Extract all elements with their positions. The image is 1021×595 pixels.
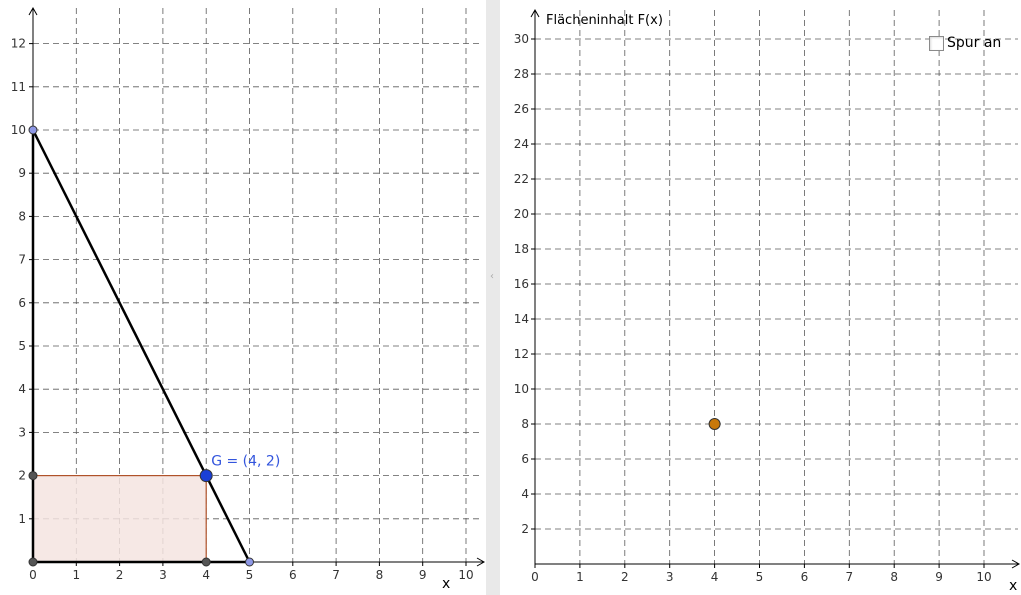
- x-tick-label: 0: [531, 570, 539, 584]
- y-tick-label: 24: [514, 137, 529, 151]
- x-tick-label: 8: [890, 570, 898, 584]
- grid-lines: [33, 8, 480, 562]
- y-axis-arrow-icon: [28, 6, 38, 16]
- y-tick-label: 30: [514, 32, 529, 46]
- y-tick-label: 14: [514, 312, 529, 326]
- graphics-view-1[interactable]: 0 1 2 3 4 5 6 7 8 9 10 1 2 3 4 5 6 7 8 9 10 11 12 x G = (4, 2): [0, 0, 486, 595]
- y-axis-arrow-icon: [530, 8, 540, 18]
- y-tick-label: 11: [11, 80, 26, 94]
- y-tick-label: 5: [18, 339, 26, 353]
- projection-point-y: [28, 471, 38, 481]
- x-tick-label: 5: [756, 570, 764, 584]
- trace-label: Spur an: [947, 35, 1002, 51]
- x-axis-arrow-icon: [476, 557, 486, 567]
- y-tick-label: 10: [11, 123, 26, 137]
- trace-checkbox[interactable]: [929, 35, 944, 51]
- x-tick-label: 2: [621, 570, 629, 584]
- x-tick-label: 5: [246, 568, 254, 582]
- point-g[interactable]: [199, 469, 213, 483]
- x-axis-label: x: [1009, 578, 1017, 594]
- hypotenuse-segment: [31, 129, 251, 563]
- x-tick-label: 9: [419, 568, 427, 582]
- coordinate-plane-right[interactable]: 0 1 2 3 4 5 6 7 8 9 1024681012141618202224262830Fl…: [500, 0, 1021, 595]
- y-tick-label: 18: [514, 242, 529, 256]
- grid-lines: [535, 10, 1018, 564]
- y-tick-label: 2: [521, 522, 529, 536]
- projection-point-x: [201, 557, 211, 567]
- x-tick-label: 7: [845, 570, 853, 584]
- y-tick-label: 28: [514, 67, 529, 81]
- x-tick-label: 6: [289, 568, 297, 582]
- x-tick-label: 7: [332, 568, 340, 582]
- x-tick-label: 8: [376, 568, 384, 582]
- x-tick-label: 6: [801, 570, 809, 584]
- y-tick-label: 12: [11, 37, 26, 51]
- x-tick-label: 0: [29, 568, 37, 582]
- y-tick-label: 12: [514, 347, 529, 361]
- x-tick-label: 4: [202, 568, 210, 582]
- x-tick-label: 10: [458, 568, 473, 582]
- y-axis-label: Flächeninhalt F(x): [546, 13, 663, 28]
- x-tick-label: 1: [72, 568, 80, 582]
- view-splitter[interactable]: ‹: [486, 0, 500, 595]
- x-tick-label: 9: [935, 570, 943, 584]
- x-tick-label: 1: [576, 570, 584, 584]
- y-tick-label: 22: [514, 172, 529, 186]
- x-tick-label: 3: [159, 568, 167, 582]
- vertex-point-top[interactable]: [28, 125, 38, 135]
- y-tick-label: 8: [18, 209, 26, 223]
- y-tick-label: 20: [514, 207, 529, 221]
- x-tick-label: 3: [666, 570, 674, 584]
- y-tick-label: 3: [18, 425, 26, 439]
- vertex-point-right[interactable]: [245, 557, 254, 567]
- x-tick-labels: 0 1 2 3 4 5 6 7 8 9 10: [531, 564, 992, 584]
- rectangle-area: [32, 475, 207, 563]
- x-tick-label: 2: [116, 568, 124, 582]
- point-g-label: G = (4, 2): [211, 454, 280, 470]
- y-tick-label: 10: [514, 382, 529, 396]
- area-trace-point[interactable]: [708, 418, 721, 430]
- x-tick-label: 4: [711, 570, 719, 584]
- origin-point: [28, 557, 38, 567]
- y-tick-label: 1: [18, 512, 26, 526]
- y-tick-label: 6: [18, 296, 26, 310]
- graphics-view-2[interactable]: 0 1 2 3 4 5 6 7 8 9 10 2 4 6 8 10 12 14 16 18 20 22 24 26 28 30 Fl…: [500, 0, 1021, 595]
- x-axis-label: x: [442, 576, 450, 592]
- y-tick-label: 6: [521, 452, 529, 466]
- x-axis-arrow-icon: [1011, 559, 1021, 569]
- splitter-grip-icon[interactable]: ‹: [490, 271, 494, 282]
- y-tick-label: 2: [18, 469, 26, 483]
- y-tick-label: 4: [521, 487, 529, 501]
- x-tick-label: 10: [976, 570, 991, 584]
- y-tick-label: 26: [514, 102, 529, 116]
- y-tick-label: 7: [18, 253, 26, 267]
- y-tick-label: 8: [521, 417, 529, 431]
- y-tick-label: 16: [514, 277, 529, 291]
- trace-toggle[interactable]: Spur an: [929, 34, 1001, 52]
- y-tick-label: 9: [18, 166, 26, 180]
- y-tick-label: 4: [18, 382, 26, 396]
